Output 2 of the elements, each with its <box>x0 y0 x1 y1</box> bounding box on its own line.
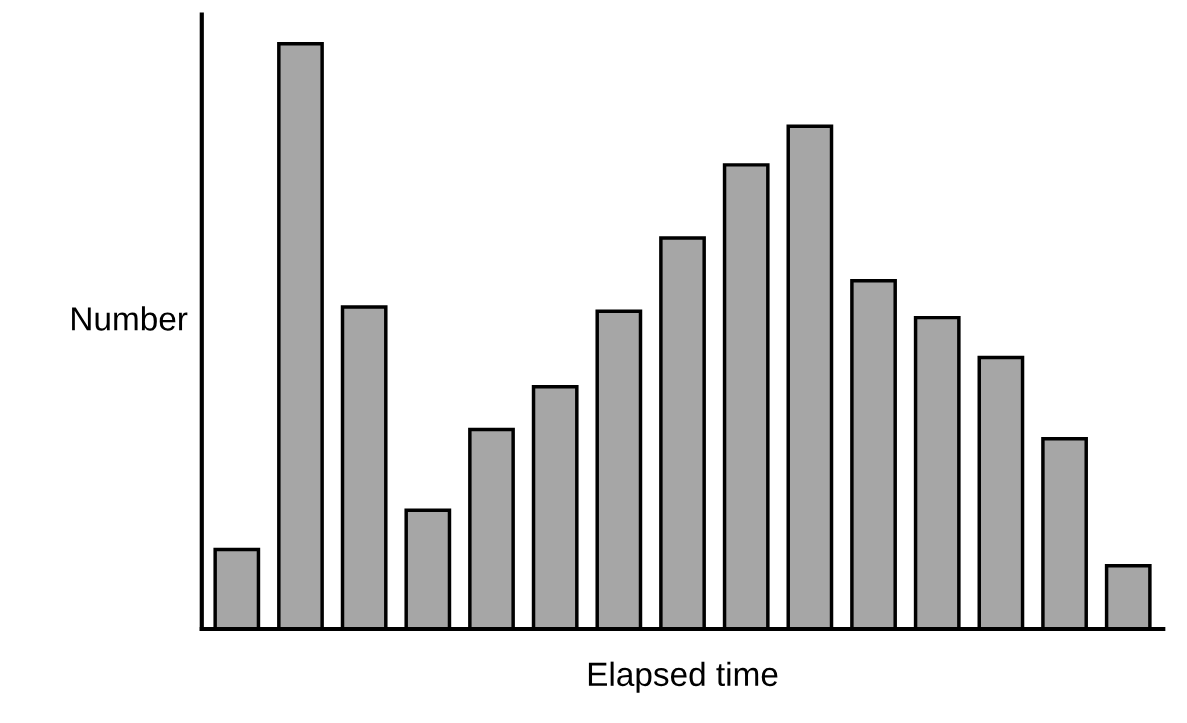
x-axis-title: Elapsed time <box>588 661 778 693</box>
y-axis-title: Number <box>72 306 188 331</box>
